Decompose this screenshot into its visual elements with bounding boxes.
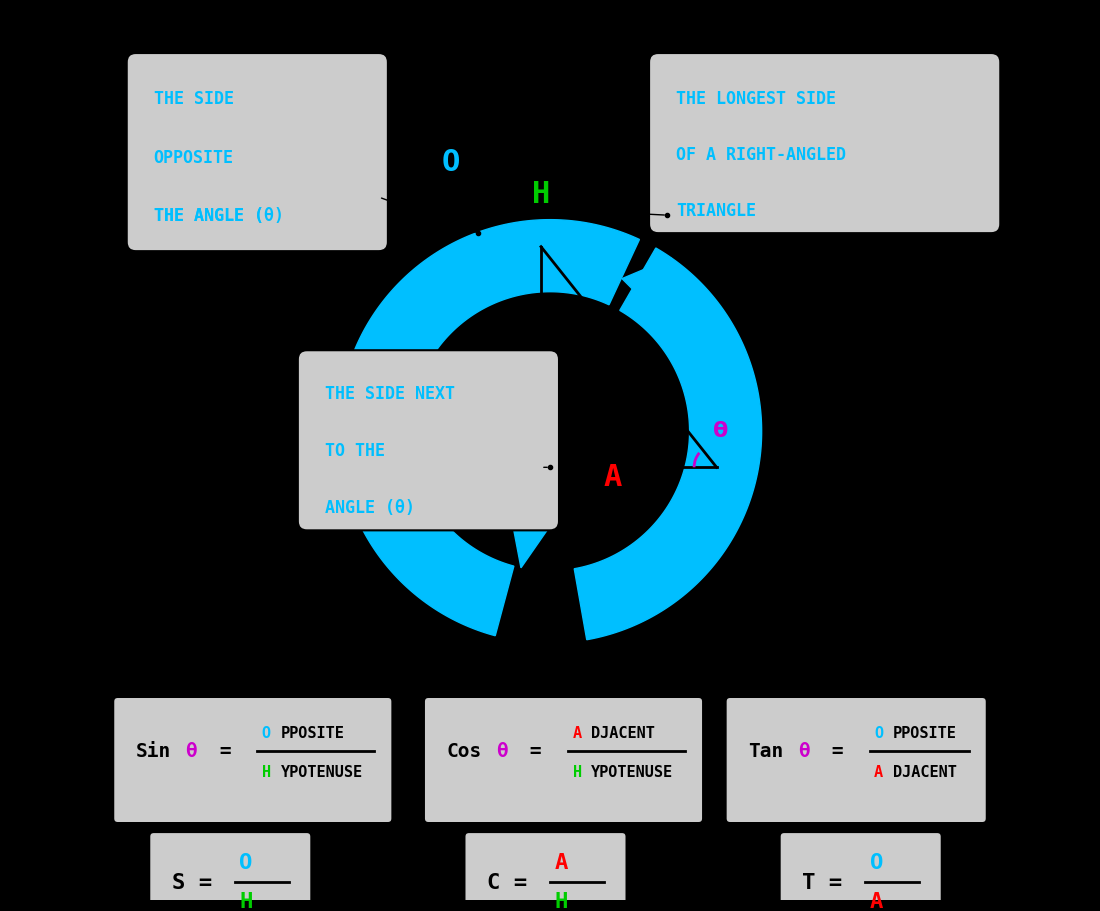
Text: θ: θ [714,420,729,440]
Text: TO THE: TO THE [324,442,385,460]
Text: =: = [518,742,542,761]
Text: PPOSITE: PPOSITE [893,725,957,740]
Text: O: O [874,725,883,740]
Text: THE SIDE: THE SIDE [154,90,233,107]
FancyBboxPatch shape [464,832,627,911]
Text: θ: θ [496,742,508,761]
FancyBboxPatch shape [424,697,703,824]
Text: Sin: Sin [135,742,170,761]
Polygon shape [574,249,761,640]
Text: DJACENT: DJACENT [592,725,656,740]
FancyBboxPatch shape [649,54,1000,234]
Text: A: A [572,725,582,740]
Text: T =: T = [802,872,843,892]
Text: θ: θ [185,742,197,761]
Polygon shape [339,220,639,636]
Text: H: H [554,892,568,911]
Text: THE ANGLE (: THE ANGLE ( [154,207,264,225]
FancyBboxPatch shape [780,832,942,911]
Text: S =: S = [172,872,212,892]
Text: THE ANGLE (θ): THE ANGLE (θ) [154,207,284,225]
Text: TRIANGLE: TRIANGLE [676,201,756,220]
Text: H: H [240,892,253,911]
FancyBboxPatch shape [113,697,393,824]
Text: PPOSITE: PPOSITE [280,725,344,740]
Text: THE LONGEST SIDE: THE LONGEST SIDE [676,90,836,107]
Text: H: H [262,764,271,779]
FancyBboxPatch shape [150,832,311,911]
Text: O: O [262,725,271,740]
Text: THE SIDE NEXT: THE SIDE NEXT [324,385,455,403]
Text: OPPOSITE: OPPOSITE [154,148,233,167]
Text: A: A [870,892,883,911]
Text: DJACENT: DJACENT [893,764,957,779]
FancyBboxPatch shape [298,351,559,531]
Text: OF A RIGHT-ANGLED: OF A RIGHT-ANGLED [676,146,846,164]
Text: A: A [874,764,883,779]
Text: A: A [554,852,568,872]
Text: C =: C = [487,872,527,892]
Text: H: H [572,764,582,779]
Text: O: O [442,148,460,177]
Text: ANGLE (θ): ANGLE (θ) [324,498,415,517]
Text: =: = [208,742,231,761]
Text: H: H [531,179,550,209]
Polygon shape [621,259,671,308]
Polygon shape [512,520,549,568]
Text: O: O [240,852,253,872]
FancyBboxPatch shape [726,697,987,824]
Text: YPOTENUSE: YPOTENUSE [280,764,363,779]
Text: θ: θ [798,742,810,761]
Text: A: A [604,463,623,492]
Text: =: = [821,742,844,761]
Text: Cos: Cos [447,742,482,761]
Text: O: O [870,852,883,872]
Text: Tan: Tan [748,742,783,761]
Text: YPOTENUSE: YPOTENUSE [592,764,673,779]
FancyBboxPatch shape [126,54,388,251]
